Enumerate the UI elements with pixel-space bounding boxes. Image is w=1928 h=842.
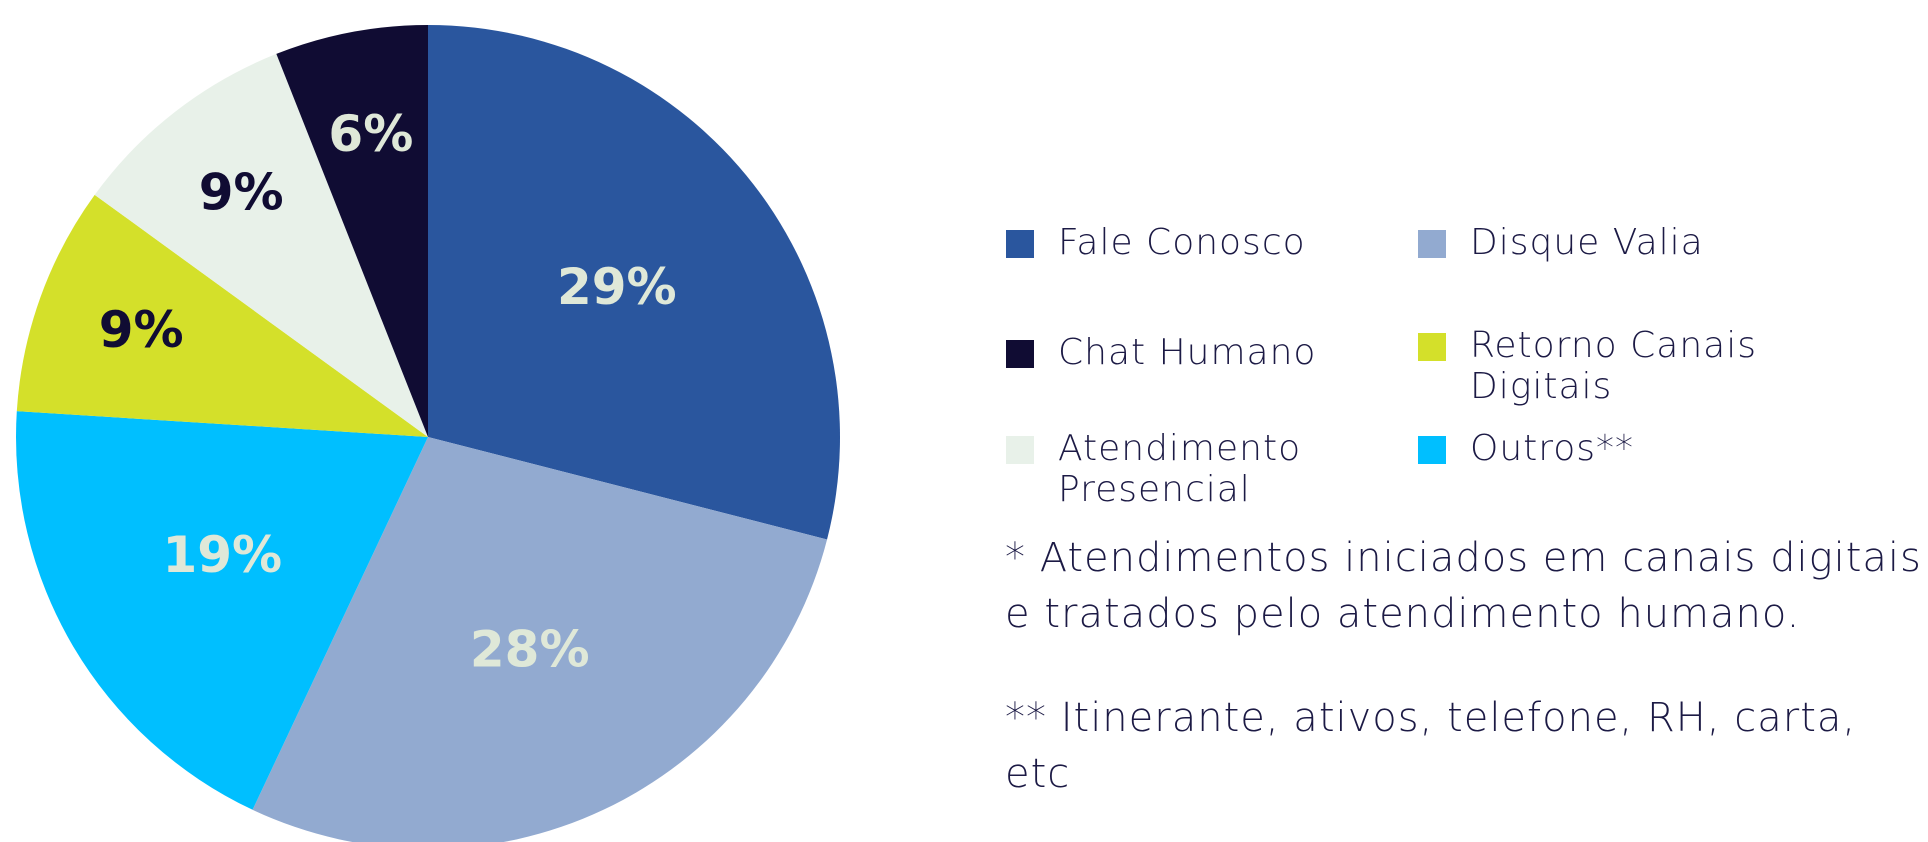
pie-slice: [252, 437, 828, 842]
legend-label: Disque Valia: [1470, 222, 1704, 263]
slice-label: 28%: [470, 621, 590, 679]
legend-label: Atendimento Presencial: [1058, 428, 1302, 510]
legend-item: Chat Humano: [1006, 332, 1316, 373]
legend-item: Disque Valia: [1418, 222, 1704, 263]
slice-label: 9%: [99, 301, 184, 359]
legend-swatch: [1418, 230, 1446, 258]
pie-slice: [94, 53, 428, 437]
pie-slice: [276, 25, 428, 437]
legend-item: Atendimento Presencial: [1006, 428, 1388, 510]
slice-label: 6%: [328, 105, 413, 163]
pie-slice: [15, 411, 429, 810]
slice-label: 9%: [199, 164, 284, 222]
footnote: * Atendimentos iniciados em canais digit…: [1005, 535, 1922, 637]
legend-item: Retorno Canais Digitais: [1418, 325, 1800, 407]
legend-swatch: [1418, 436, 1446, 464]
legend-item: Outros**: [1418, 428, 1634, 469]
legend-swatch: [1006, 340, 1034, 368]
footnote: ** Itinerante, ativos, telefone, RH, car…: [1005, 695, 1857, 797]
legend-swatch: [1418, 333, 1446, 361]
legend-label: Chat Humano: [1058, 332, 1317, 373]
legend-swatch: [1006, 230, 1034, 258]
legend-label: Retorno Canais Digitais: [1470, 325, 1757, 407]
legend-swatch: [1006, 436, 1034, 464]
legend-label: Outros**: [1470, 428, 1635, 469]
pie-slice: [428, 25, 840, 540]
pie-chart: 29% 28% 19% 9% 9% 6%: [15, 25, 840, 842]
legend-label: Fale Conosco: [1058, 222, 1306, 263]
legend-item: Fale Conosco: [1006, 222, 1306, 263]
pie-slice: [16, 194, 428, 437]
slice-label: 29%: [557, 258, 677, 316]
slice-label: 19%: [162, 526, 282, 584]
